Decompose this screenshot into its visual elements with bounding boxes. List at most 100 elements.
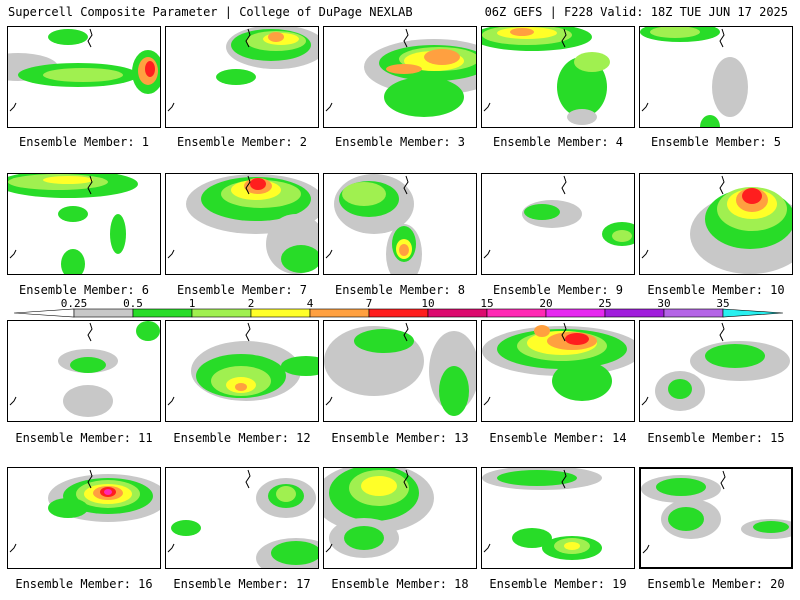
scp-contour-region: [564, 542, 580, 550]
colorbar-tick-label: 0.5: [123, 298, 143, 310]
scp-contour-region: [48, 29, 88, 45]
coastline: [641, 102, 649, 112]
scp-contour-region: [700, 115, 720, 127]
scp-field-map: [483, 175, 634, 259]
coastline: [483, 249, 491, 259]
ensemble-member-label: Ensemble Member: 12: [173, 431, 311, 445]
scp-contour-region: [281, 245, 318, 273]
scp-contour-region: [271, 541, 318, 565]
colorbar-tick-label: 20: [539, 298, 552, 310]
valid-time: 06Z GEFS | F228 Valid: 18Z TUE JUN 17 20…: [484, 5, 788, 19]
coastline: [561, 175, 567, 195]
coastline: [245, 469, 251, 489]
coastline: [403, 469, 409, 489]
scp-contour-region: [552, 361, 612, 401]
ensemble-member-label: Ensemble Member: 13: [331, 431, 469, 445]
ensemble-member-label: Ensemble Member: 20: [647, 577, 785, 591]
coastline: [325, 102, 333, 112]
scp-contour-region: [668, 379, 692, 399]
scp-contour-region: [512, 528, 552, 548]
ensemble-member-label: Ensemble Member: 14: [489, 431, 627, 445]
coastline: [641, 396, 649, 406]
scp-field-map: [324, 468, 434, 558]
coastline: [483, 396, 491, 406]
scp-contour-region: [656, 478, 706, 496]
ensemble-map-panel: [7, 173, 161, 275]
scp-contour-region: [557, 57, 607, 117]
ensemble-map-panel: [165, 26, 319, 128]
coastline: [483, 543, 491, 553]
scp-contour-region: [399, 244, 409, 256]
scp-field-map: [167, 174, 318, 274]
colorbar-tick-label: 15: [480, 298, 493, 310]
colorbar-segment: [427, 308, 488, 318]
coastline: [641, 249, 649, 259]
scp-contour-region: [384, 77, 464, 117]
colorbar-segment: [604, 308, 665, 318]
scp-contour-region: [110, 214, 126, 254]
scp-field-map: [482, 468, 602, 560]
colorbar-segment: [250, 308, 311, 318]
scp-contour-region: [386, 64, 422, 74]
scp-field-map: [8, 28, 160, 112]
ensemble-member-label: Ensemble Member: 6: [18, 283, 150, 297]
scp-field-map: [9, 469, 160, 553]
ensemble-map-panel: [639, 320, 793, 422]
scp-contour-region: [424, 49, 460, 65]
ensemble-map-panel: [165, 467, 319, 569]
coastline: [325, 249, 333, 259]
coastline: [642, 544, 650, 554]
coastline: [403, 28, 409, 48]
scp-field-map: [324, 322, 476, 416]
ensemble-map-panel: [639, 467, 793, 569]
ensemble-member-label: Ensemble Member: 2: [176, 135, 308, 149]
colorbar-low-extension: [13, 308, 75, 318]
scp-field-map: [325, 28, 476, 117]
scp-contour-region: [567, 109, 597, 125]
coastline: [167, 249, 175, 259]
scp-contour-region: [61, 249, 85, 274]
coastline: [245, 322, 251, 342]
scp-field-map: [641, 322, 790, 411]
scp-contour-region: [216, 69, 256, 85]
coastline: [719, 28, 725, 48]
ensemble-map-panel: [165, 320, 319, 422]
coastline: [561, 469, 567, 489]
ensemble-member-label: Ensemble Member: 18: [331, 577, 469, 591]
ensemble-member-label: Ensemble Member: 9: [492, 283, 624, 297]
scp-contour-region: [344, 526, 384, 550]
coastline: [87, 322, 93, 342]
scp-contour-region: [524, 204, 560, 220]
scp-contour-region: [650, 27, 700, 38]
ensemble-map-panel: [7, 26, 161, 128]
ensemble-member-label: Ensemble Member: 16: [15, 577, 153, 591]
scp-contour-region: [70, 357, 106, 373]
scp-contour-region: [281, 356, 318, 376]
scp-field-map: [482, 27, 610, 125]
ensemble-map-panel: [639, 26, 793, 128]
coastline: [87, 469, 93, 489]
scp-contour-region: [250, 178, 266, 190]
scp-field-map: [167, 322, 318, 406]
scp-contour-region: [104, 489, 112, 495]
colorbar-segment: [368, 308, 429, 318]
scp-field-map: [641, 470, 791, 554]
scp-field-map: [482, 322, 634, 406]
coastline: [9, 102, 17, 112]
scp-contour-region: [712, 57, 748, 117]
scp-field-map: [9, 321, 160, 417]
scp-contour-region: [753, 521, 789, 533]
scp-contour-region: [276, 486, 296, 502]
colorbar-segment: [486, 308, 547, 318]
scp-contour-region: [510, 28, 534, 36]
coastline: [403, 322, 409, 342]
colorbar-segment: [545, 308, 606, 318]
ensemble-map-panel: [7, 320, 161, 422]
coastline: [87, 28, 93, 48]
colorbar-tick-label: 1: [189, 298, 196, 310]
scp-contour-region: [668, 507, 704, 531]
scp-contour-region: [574, 52, 610, 72]
coastline: [561, 28, 567, 48]
scp-field-map: [8, 174, 138, 274]
coastline: [9, 396, 17, 406]
